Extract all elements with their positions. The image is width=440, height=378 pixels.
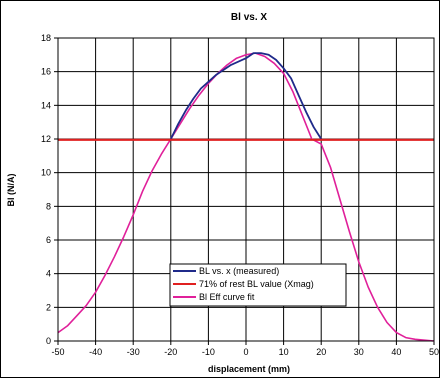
y-tick-label: 4: [46, 269, 51, 279]
x-tick-label: -10: [202, 347, 215, 357]
x-tick-label: 40: [391, 347, 401, 357]
y-tick-label: 6: [46, 235, 51, 245]
y-tick-label: 0: [46, 336, 51, 346]
y-tick-label: 8: [46, 201, 51, 211]
series-lines: [57, 52, 435, 342]
series-line-curve-fit: [57, 52, 435, 342]
plot-area-border: [57, 37, 435, 342]
x-axis-title: displacement (mm): [208, 364, 290, 374]
x-tick-label: 10: [279, 347, 289, 357]
legend-label-xmag: 71% of rest BL value (Xmag): [199, 279, 314, 289]
chart-title: Bl vs. X: [231, 12, 267, 23]
x-tick-label: 30: [354, 347, 364, 357]
x-tick-label: 20: [316, 347, 326, 357]
y-tick-label: 16: [41, 67, 51, 77]
y-tick-label: 14: [41, 100, 51, 110]
x-tick-label: -30: [127, 347, 140, 357]
x-tick-label: -20: [164, 347, 177, 357]
tick-labels: -50 -40 -30 -20 -10 0 10 20 30 40 50 0 2 4 6 8 10 12 14 16 1…: [41, 33, 439, 357]
y-tick-label: 12: [41, 134, 51, 144]
x-tick-label: -50: [51, 347, 64, 357]
legend: BL vs. x (measured) 71% of rest BL value…: [169, 263, 347, 307]
legend-label-curve-fit: Bl Eff curve fit: [199, 292, 255, 302]
y-tick-label: 10: [41, 168, 51, 178]
x-tick-label: 50: [429, 347, 439, 357]
y-tick-label: 18: [41, 33, 51, 43]
y-tick-label: 2: [46, 302, 51, 312]
x-tick-label: 0: [243, 347, 248, 357]
legend-label-measured: BL vs. x (measured): [199, 266, 279, 276]
y-axis-title: Bl (N/A): [6, 174, 16, 207]
series-line-measured: [169, 52, 322, 140]
legend-box: [169, 263, 347, 307]
x-tick-label: -40: [89, 347, 102, 357]
